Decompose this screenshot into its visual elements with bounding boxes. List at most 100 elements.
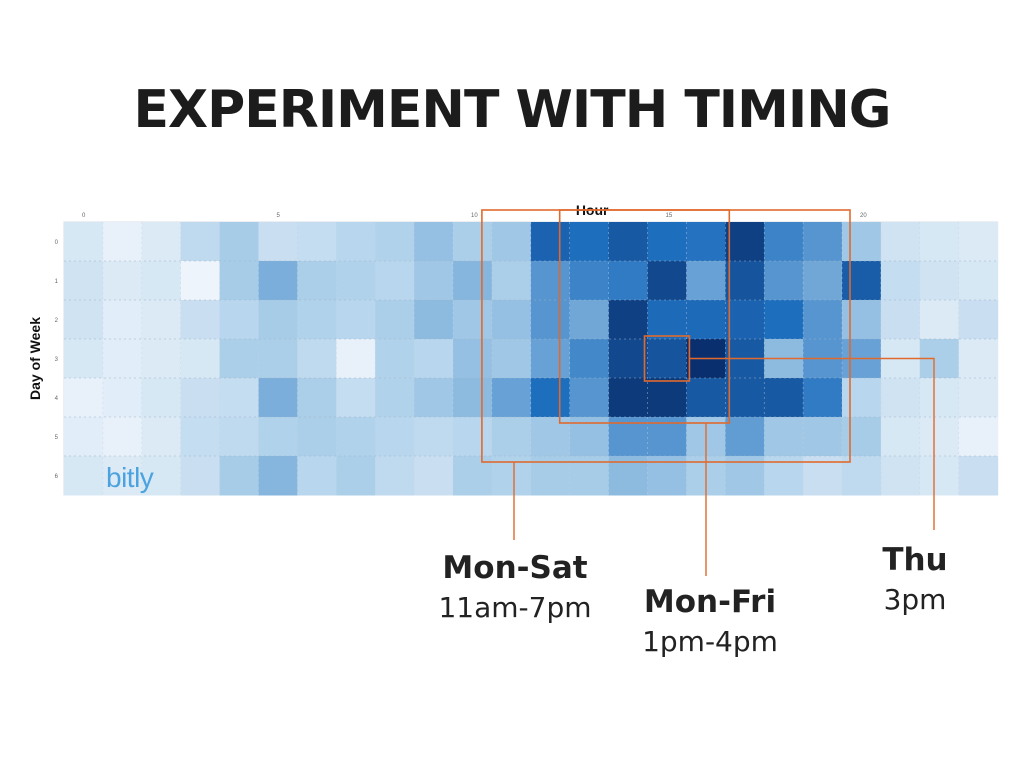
heatmap-cell xyxy=(880,261,921,301)
heatmap-cell xyxy=(958,378,999,418)
heatmap-cell xyxy=(764,378,804,418)
heatmap-cell xyxy=(647,339,687,379)
heatmap-cell xyxy=(842,222,882,262)
heatmap-cell xyxy=(297,456,337,496)
heatmap-cell xyxy=(880,417,921,457)
heatmap-cell xyxy=(64,222,104,262)
heatmap-cell xyxy=(297,339,337,379)
heatmap-cell xyxy=(569,222,610,262)
heatmap-cell xyxy=(414,300,454,340)
heatmap-cell xyxy=(375,261,415,301)
heatmap-cell xyxy=(686,261,726,301)
heatmap-cell xyxy=(647,300,687,340)
heatmap-cell xyxy=(880,222,921,262)
heatmap-cell xyxy=(219,222,259,262)
heatmap-cell xyxy=(764,222,804,262)
heatmap-cell xyxy=(64,261,104,301)
heatmap-cell xyxy=(453,378,493,418)
heatmap-cell xyxy=(725,417,765,457)
heatmap-cell xyxy=(64,456,104,496)
highlight-box-mon-fri xyxy=(558,209,731,424)
heatmap-cell xyxy=(258,339,298,379)
heatmap-cell xyxy=(919,261,960,301)
heatmap-cell xyxy=(64,417,104,457)
heatmap-cell xyxy=(141,378,182,418)
heatmap-cell xyxy=(414,222,454,262)
heatmap-cell xyxy=(336,222,376,262)
heatmap-cell xyxy=(530,261,571,301)
heatmap-cell xyxy=(608,222,648,262)
heatmap-cell xyxy=(453,261,493,301)
heatmap-cell xyxy=(453,417,493,457)
heatmap-cell xyxy=(102,261,143,301)
heatmap-cell xyxy=(608,261,648,301)
heatmap-cell xyxy=(141,222,182,262)
heatmap-cell xyxy=(336,456,376,496)
callout-thu-range: 3pm xyxy=(883,583,947,616)
heatmap-cell xyxy=(141,339,182,379)
heatmap-cell xyxy=(725,378,765,418)
heatmap-cell xyxy=(608,378,648,418)
heatmap-cell xyxy=(880,378,921,418)
heatmap-cell xyxy=(258,378,298,418)
heatmap-cell xyxy=(569,300,610,340)
heatmap-cell xyxy=(297,417,337,457)
heatmap-cell xyxy=(919,456,960,496)
heatmap-cell xyxy=(686,300,726,340)
callout-thu-name: Thu xyxy=(882,542,948,578)
y-tick-label: 0 xyxy=(55,240,59,246)
heatmap-cell xyxy=(491,300,532,340)
heatmap-cell xyxy=(297,300,337,340)
heatmap-cell xyxy=(842,417,882,457)
heatmap-cell xyxy=(414,456,454,496)
callout-mon-sat-name: Mon-Sat xyxy=(442,550,588,586)
x-tick-label: 20 xyxy=(860,213,867,219)
heatmap-cell xyxy=(919,222,960,262)
heatmap-cell xyxy=(219,417,259,457)
heatmap-cell xyxy=(64,378,104,418)
heatmap-cell xyxy=(102,417,143,457)
heatmap-cell xyxy=(141,417,182,457)
leader-line-thu xyxy=(689,357,935,530)
heatmap-cell xyxy=(764,417,804,457)
heatmap-cell xyxy=(842,378,882,418)
heatmap-cell xyxy=(297,378,337,418)
heatmap-cell xyxy=(491,417,532,457)
heatmap-cell xyxy=(958,456,999,496)
y-tick-label: 4 xyxy=(55,396,59,402)
heatmap-cell xyxy=(764,261,804,301)
y-tick-label: 6 xyxy=(55,474,59,480)
y-axis-label: Day of Week xyxy=(27,317,43,400)
heatmap-cell xyxy=(180,339,221,379)
heatmap-cell xyxy=(569,378,610,418)
heatmap-cell xyxy=(414,261,454,301)
heatmap-cell xyxy=(725,261,765,301)
heatmap-cell xyxy=(375,417,415,457)
heatmap-cell xyxy=(880,300,921,340)
callout-mon-fri-name: Mon-Fri xyxy=(643,584,777,620)
heatmap-cell xyxy=(102,378,143,418)
heatmap-cell xyxy=(491,261,532,301)
x-tick-label: 5 xyxy=(277,213,281,219)
heatmap-cell xyxy=(375,222,415,262)
heatmap-cell xyxy=(375,378,415,418)
x-tick-label: 15 xyxy=(666,213,673,219)
heatmap-cell xyxy=(842,261,882,301)
heatmap-cell xyxy=(375,300,415,340)
heatmap-cell xyxy=(530,222,571,262)
heatmap-cell xyxy=(258,417,298,457)
heatmap-cell xyxy=(608,300,648,340)
heatmap-cell xyxy=(141,261,182,301)
heatmap-cell xyxy=(958,300,999,340)
heatmap-cell xyxy=(258,261,298,301)
heatmap-cell xyxy=(530,339,571,379)
heatmap-cell xyxy=(453,339,493,379)
heatmap-cell xyxy=(803,222,843,262)
heatmap-cell xyxy=(919,378,960,418)
heatmap-cell xyxy=(375,456,415,496)
heatmap-cell xyxy=(297,261,337,301)
heatmap-cell xyxy=(336,261,376,301)
callout-thu: Thu 3pm xyxy=(860,540,970,620)
heatmap-cell xyxy=(180,300,221,340)
